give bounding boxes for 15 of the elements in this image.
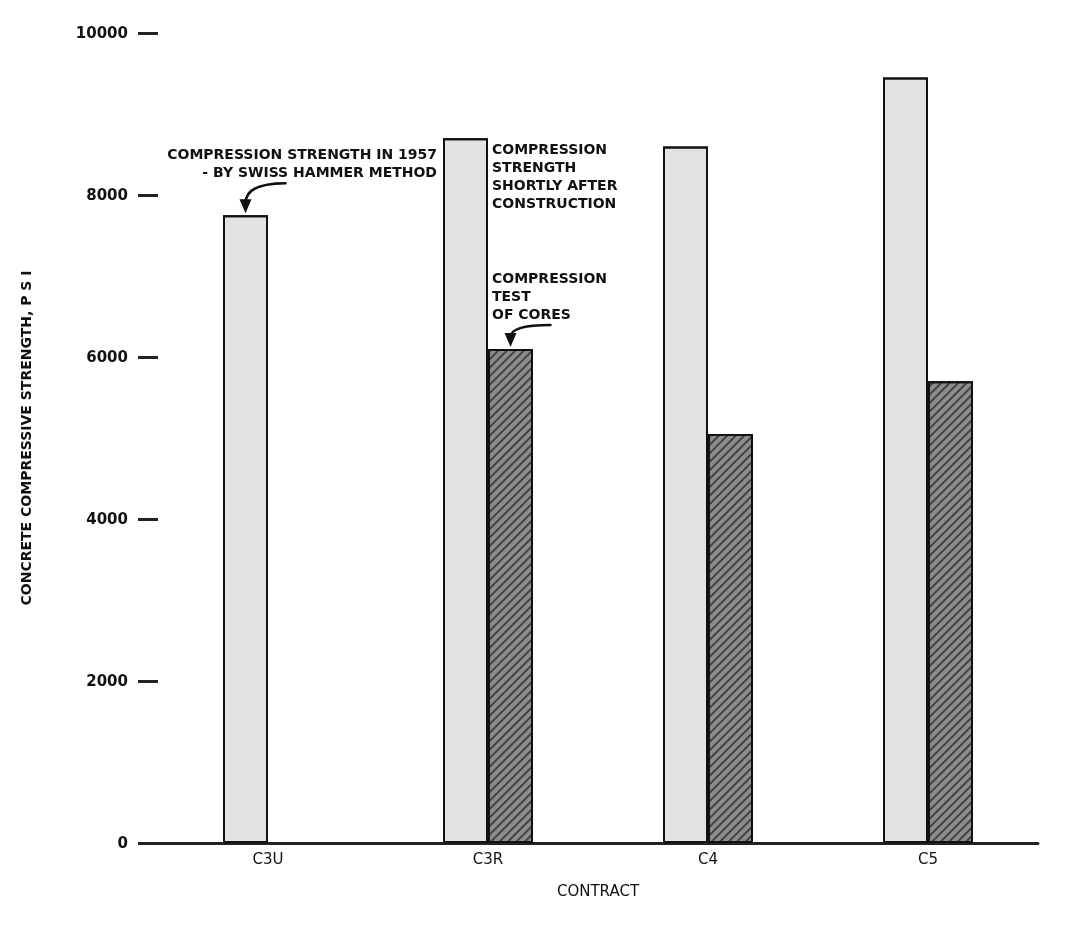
annotation: COMPRESSION TEST OF CORES <box>492 269 608 322</box>
y-tick-label: 8000 <box>86 186 128 204</box>
y-tick-label: 0 <box>117 834 128 852</box>
annotation: COMPRESSION STRENGTH IN 1957 - BY SWISS HAMMER METHOD <box>167 146 437 181</box>
y-tick-label: 10000 <box>75 24 128 42</box>
x-tick-label: C5 <box>917 849 939 868</box>
x-tick-label: C3U <box>252 849 284 868</box>
x-tick-label: C4 <box>697 849 719 868</box>
y-tick-label: 4000 <box>86 510 128 528</box>
y-tick-label: 6000 <box>86 348 128 366</box>
y-axis-title: CONCRETE COMPRESSIVE STRENGTH, P S I <box>18 270 34 606</box>
y-tick-label: 2000 <box>86 672 128 690</box>
x-tick-label: C3R <box>472 849 504 868</box>
annotation: COMPRESSION STRENGTH SHORTLY AFTER CONSTRUCTION <box>492 141 618 212</box>
x-axis-title: CONTRACT <box>556 881 640 900</box>
